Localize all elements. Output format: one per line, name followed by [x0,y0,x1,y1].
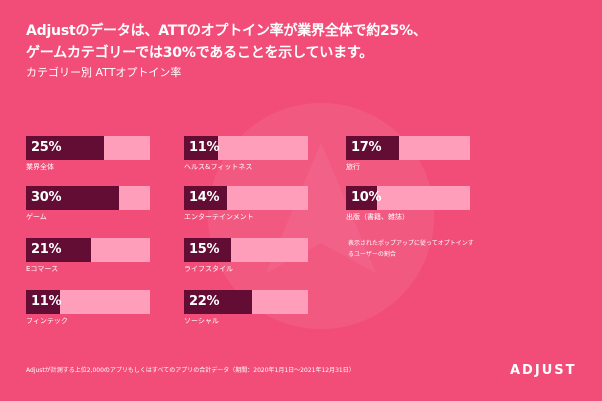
bar-track: 10% [346,186,470,210]
bar-fill [184,290,252,314]
bar-track: 11% [184,136,308,160]
adjust-logo-text: ADJUST [510,363,577,378]
category-label: 旅行 [346,163,360,171]
category-label: 出版（書籍、雑誌） [346,213,409,221]
chart-note: 表示されたポップアップに従ってオプトインするユーザーの割合 [348,240,474,258]
bar-fill [346,186,377,210]
bar-fill [26,136,104,160]
category-label: ソーシャル [184,317,219,325]
bar-value-label: 21% [31,242,62,257]
bar-value-label: 25% [31,140,62,155]
bar-value-label: 10% [351,190,382,205]
category-label: エンターテインメント [184,213,254,221]
bar-track: 22% [184,290,308,314]
bar-fill [346,136,399,160]
category-label: ライフスタイル [184,265,233,273]
bar-fill [26,290,60,314]
bar-value-label: 30% [31,190,62,205]
bar-fill [26,186,119,210]
category-label: Eコマース [26,265,59,273]
bar-fill [184,238,231,262]
bar-track: 25% [26,136,150,160]
bar-value-label: 11% [189,140,220,155]
bar-track: 11% [26,290,150,314]
bar-track: 17% [346,136,470,160]
bar-fill [184,186,227,210]
bar-track: 21% [26,238,150,262]
chart-subtitle: カテゴリー別 ATTオプトイン率 [26,66,182,79]
bar-fill [26,238,91,262]
adjust-logo: ADJUST [510,363,576,379]
bar-value-label: 14% [189,190,220,205]
bar-track: 30% [26,186,150,210]
headline-line-2: ゲームカテゴリーでは30%であることを示しています。 [26,45,374,61]
bar-track: 15% [184,238,308,262]
category-label: ヘルス&フィットネス [184,163,253,171]
category-label: 業界全体 [26,163,54,171]
bar-fill [184,136,218,160]
bar-track: 14% [184,186,308,210]
category-label: フィンテック [26,317,68,325]
bar-value-label: 22% [189,294,220,309]
headline-line-1: Adjustのデータは、ATTのオプトイン率が業界全体で約25%、 [26,23,427,39]
category-label: ゲーム [26,213,47,221]
headline: Adjustのデータは、ATTのオプトイン率が業界全体で約25%、 ゲームカテゴ… [26,20,427,64]
bar-value-label: 15% [189,242,220,257]
footnote: Adjustが計測する上位2,000のアプリもしくはすべてのアプリの合計データ（… [26,367,355,374]
bar-value-label: 17% [351,140,382,155]
bar-value-label: 11% [31,294,62,309]
